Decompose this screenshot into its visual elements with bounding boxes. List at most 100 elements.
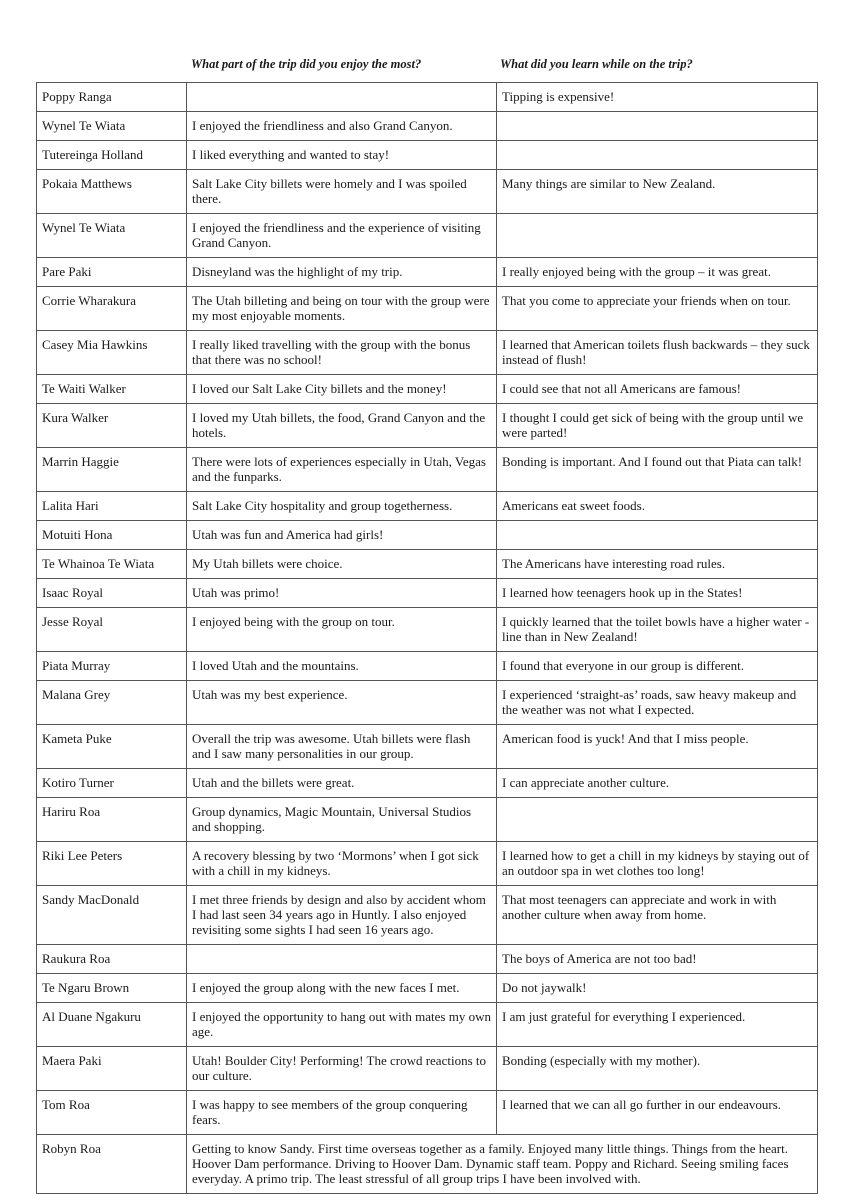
- enjoy-cell: Utah! Boulder City! Performing! The crow…: [186, 1046, 497, 1091]
- learn-cell: American food is yuck! And that I miss p…: [496, 724, 818, 769]
- learn-cell: I experienced ‘straight-as’ roads, saw h…: [496, 680, 818, 725]
- enjoy-cell: A recovery blessing by two ‘Mormons’ whe…: [186, 841, 497, 886]
- name-cell: Te Waiti Walker: [36, 374, 187, 404]
- enjoy-cell: There were lots of experiences especiall…: [186, 447, 497, 492]
- enjoy-cell: I met three friends by design and also b…: [186, 885, 497, 945]
- learn-cell: That most teenagers can appreciate and w…: [496, 885, 818, 945]
- table-row: Raukura Roa The boys of America are not t…: [36, 944, 818, 974]
- learn-cell: Tipping is expensive!: [496, 82, 818, 112]
- table-row: Sandy MacDonald I met three friends by de…: [36, 885, 818, 945]
- header-enjoy: What part of the trip did you enjoy the …: [191, 57, 422, 71]
- table-row: Robyn Roa Getting to know Sandy. First ti…: [36, 1134, 818, 1194]
- table-row: Pare Paki Disneyland was the highlight of…: [36, 257, 818, 287]
- name-cell: Raukura Roa: [36, 944, 187, 974]
- name-cell: Robyn Roa: [36, 1134, 187, 1194]
- table-row: Jesse Royal I enjoyed being with the grou…: [36, 607, 818, 652]
- enjoy-cell: I loved our Salt Lake City billets and t…: [186, 374, 497, 404]
- table-row: Malana Grey Utah was my best experience. I…: [36, 680, 818, 725]
- learn-cell: The Americans have interesting road rule…: [496, 549, 818, 579]
- name-cell: Isaac Royal: [36, 578, 187, 608]
- combined-cell: Getting to know Sandy. First time overse…: [186, 1134, 818, 1194]
- table-row: Piata Murray I loved Utah and the mountai…: [36, 651, 818, 681]
- table-row: Poppy Ranga Tipping is expensive!: [36, 82, 818, 112]
- enjoy-cell: I loved my Utah billets, the food, Grand…: [186, 403, 497, 448]
- name-cell: Malana Grey: [36, 680, 187, 725]
- name-cell: Marrin Haggie: [36, 447, 187, 492]
- name-cell: Pokaia Matthews: [36, 169, 187, 214]
- learn-cell: Bonding (especially with my mother).: [496, 1046, 818, 1091]
- enjoy-cell: Utah was primo!: [186, 578, 497, 608]
- name-cell: Corrie Wharakura: [36, 286, 187, 331]
- table-row: Kura Walker I loved my Utah billets, the …: [36, 403, 818, 448]
- table-row: Wynel Te Wiata I enjoyed the friendliness…: [36, 213, 818, 258]
- enjoy-cell: I enjoyed being with the group on tour.: [186, 607, 497, 652]
- name-cell: Piata Murray: [36, 651, 187, 681]
- learn-cell: [496, 213, 818, 258]
- learn-cell: I found that everyone in our group is di…: [496, 651, 818, 681]
- learn-cell: Bonding is important. And I found out th…: [496, 447, 818, 492]
- enjoy-cell: Utah and the billets were great.: [186, 768, 497, 798]
- name-cell: Tutereinga Holland: [36, 140, 187, 170]
- enjoy-cell: [186, 82, 497, 112]
- table-row: Te Waiti Walker I loved our Salt Lake Cit…: [36, 374, 818, 404]
- name-cell: Jesse Royal: [36, 607, 187, 652]
- name-cell: Hariru Roa: [36, 797, 187, 842]
- enjoy-cell: Salt Lake City hospitality and group tog…: [186, 491, 497, 521]
- name-cell: Al Duane Ngakuru: [36, 1002, 187, 1047]
- enjoy-cell: I loved Utah and the mountains.: [186, 651, 497, 681]
- learn-cell: The boys of America are not too bad!: [496, 944, 818, 974]
- table-row: Kotiro Turner Utah and the billets were g…: [36, 768, 818, 798]
- learn-cell: That you come to appreciate your friends…: [496, 286, 818, 331]
- name-cell: Sandy MacDonald: [36, 885, 187, 945]
- table-row: Te Ngaru Brown I enjoyed the group along …: [36, 973, 818, 1003]
- name-cell: Kotiro Turner: [36, 768, 187, 798]
- name-cell: Casey Mia Hawkins: [36, 330, 187, 375]
- table-row: Lalita Hari Salt Lake City hospitality an…: [36, 491, 818, 521]
- name-cell: Pare Paki: [36, 257, 187, 287]
- enjoy-cell: I liked everything and wanted to stay!: [186, 140, 497, 170]
- table-row: Kameta Puke Overall the trip was awesome.…: [36, 724, 818, 769]
- enjoy-cell: The Utah billeting and being on tour wit…: [186, 286, 497, 331]
- table-row: Wynel Te Wiata I enjoyed the friendliness…: [36, 111, 818, 141]
- table-row: Motuiti Hona Utah was fun and America had…: [36, 520, 818, 550]
- table-row: Al Duane Ngakuru I enjoyed the opportunit…: [36, 1002, 818, 1047]
- header-learn: What did you learn while on the trip?: [500, 57, 693, 71]
- learn-cell: [496, 797, 818, 842]
- learn-cell: I learned how teenagers hook up in the S…: [496, 578, 818, 608]
- learn-cell: Do not jaywalk!: [496, 973, 818, 1003]
- name-cell: Riki Lee Peters: [36, 841, 187, 886]
- name-cell: Kura Walker: [36, 403, 187, 448]
- name-cell: Maera Paki: [36, 1046, 187, 1091]
- enjoy-cell: Disneyland was the highlight of my trip.: [186, 257, 497, 287]
- enjoy-cell: Overall the trip was awesome. Utah bille…: [186, 724, 497, 769]
- enjoy-cell: Utah was my best experience.: [186, 680, 497, 725]
- name-cell: Lalita Hari: [36, 491, 187, 521]
- table-row: Casey Mia Hawkins I really liked travelli…: [36, 330, 818, 375]
- learn-cell: I learned that we can all go further in …: [496, 1090, 818, 1135]
- enjoy-cell: I enjoyed the group along with the new f…: [186, 973, 497, 1003]
- learn-cell: I thought I could get sick of being with…: [496, 403, 818, 448]
- enjoy-cell: I enjoyed the friendliness and the exper…: [186, 213, 497, 258]
- table-row: Te Whainoa Te Wiata My Utah billets were …: [36, 549, 818, 579]
- learn-cell: I could see that not all Americans are f…: [496, 374, 818, 404]
- name-cell: Wynel Te Wiata: [36, 111, 187, 141]
- enjoy-cell: I enjoyed the opportunity to hang out wi…: [186, 1002, 497, 1047]
- enjoy-cell: My Utah billets were choice.: [186, 549, 497, 579]
- table-row: Corrie Wharakura The Utah billeting and b…: [36, 286, 818, 331]
- table-row: Isaac Royal Utah was primo! I learned how …: [36, 578, 818, 608]
- learn-cell: I learned that American toilets flush ba…: [496, 330, 818, 375]
- table-row: Hariru Roa Group dynamics, Magic Mountain…: [36, 797, 818, 842]
- name-cell: Motuiti Hona: [36, 520, 187, 550]
- enjoy-cell: Group dynamics, Magic Mountain, Universa…: [186, 797, 497, 842]
- learn-cell: [496, 520, 818, 550]
- learn-cell: I learned how to get a chill in my kidne…: [496, 841, 818, 886]
- learn-cell: I quickly learned that the toilet bowls …: [496, 607, 818, 652]
- learn-cell: [496, 140, 818, 170]
- learn-cell: I can appreciate another culture.: [496, 768, 818, 798]
- learn-cell: Many things are similar to New Zealand.: [496, 169, 818, 214]
- table-row: Riki Lee Peters A recovery blessing by tw…: [36, 841, 818, 886]
- enjoy-cell: I was happy to see members of the group …: [186, 1090, 497, 1135]
- table-row: Tutereinga Holland I liked everything and…: [36, 140, 818, 170]
- enjoy-cell: I enjoyed the friendliness and also Gran…: [186, 111, 497, 141]
- enjoy-cell: Utah was fun and America had girls!: [186, 520, 497, 550]
